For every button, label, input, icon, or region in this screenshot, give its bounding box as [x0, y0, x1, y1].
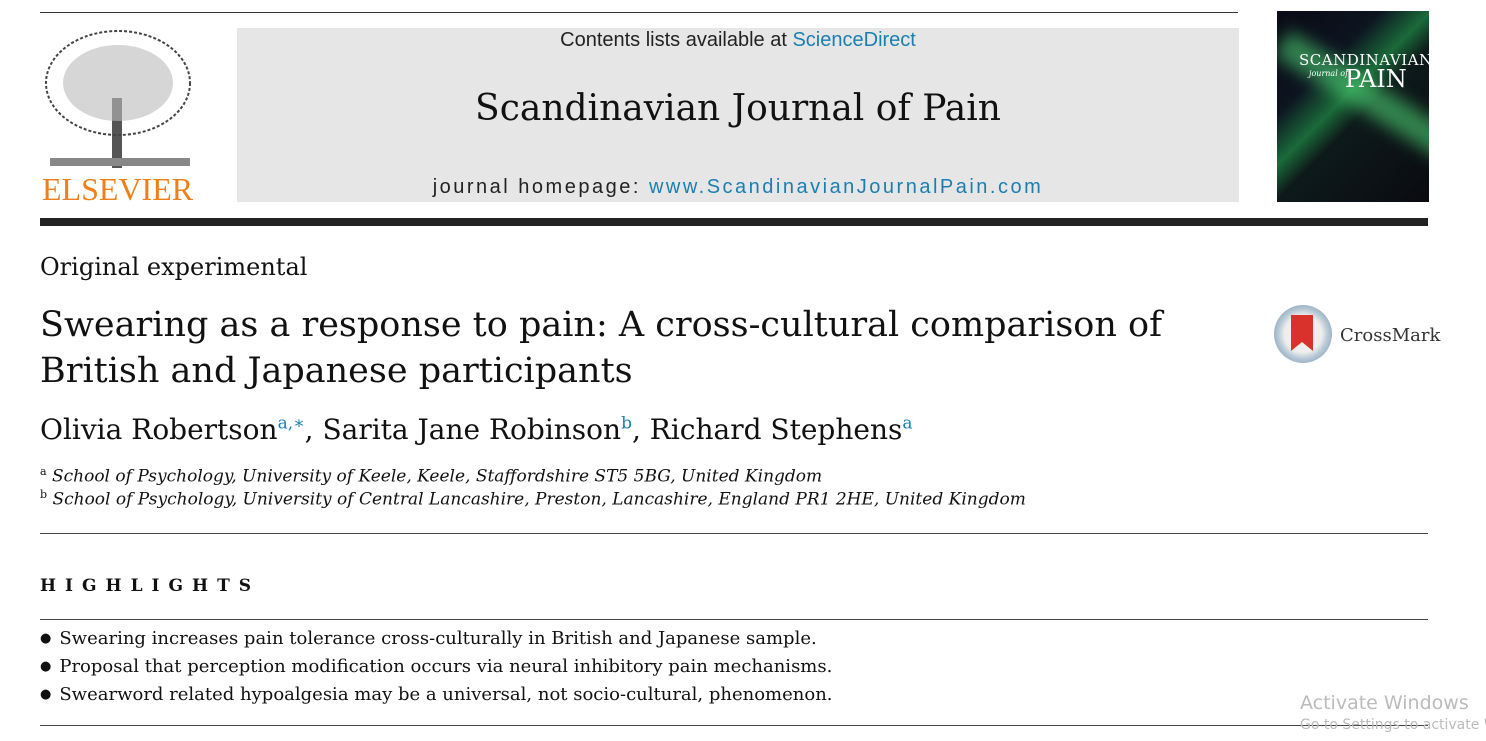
elsevier-wordmark: ELSEVIER [42, 171, 194, 204]
author-list: Olivia Robertsona,∗, Sarita Jane Robinso… [40, 413, 913, 446]
tree-icon: ELSEVIER [42, 30, 194, 207]
affiliation-b: b School of Psychology, University of Ce… [40, 488, 1026, 510]
author[interactable]: Richard Stephensa [649, 413, 913, 446]
cover-subtitle: journal of [1309, 69, 1349, 78]
highlights-heading: HIGHLIGHTS [40, 576, 261, 596]
elsevier-logo[interactable]: ELSEVIER [40, 28, 200, 207]
article-title: Swearing as a response to pain: A cross-… [40, 305, 1163, 391]
list-item: Proposal that perception modification oc… [40, 654, 833, 682]
affiliation-a: a School of Psychology, University of Ke… [40, 465, 823, 487]
contents-line: Contents lists available at ScienceDirec… [237, 29, 1239, 52]
divider [40, 725, 1428, 726]
article-section: Original experimental [40, 253, 308, 281]
crossmark-button[interactable]: CrossMark [1274, 305, 1440, 367]
header-rule [40, 218, 1428, 226]
divider [40, 619, 1428, 620]
list-item: Swearword related hypoalgesia may be a u… [40, 682, 832, 710]
list-item: Swearing increases pain tolerance cross-… [40, 626, 833, 654]
top-rule [40, 12, 1238, 13]
activate-windows-hint: Go to Settings to activate W [1300, 717, 1486, 733]
author[interactable]: Sarita Jane Robinsonb [322, 413, 632, 446]
cover-title: SCANDINAVIAN [1299, 51, 1429, 69]
homepage-line: journal homepage: www.ScandinavianJourna… [237, 176, 1239, 199]
highlights-list: Swearing increases pain tolerance cross-… [40, 626, 833, 710]
homepage-prefix: journal homepage: [432, 176, 649, 198]
homepage-link[interactable]: www.ScandinavianJournalPain.com [648, 176, 1044, 198]
divider [40, 533, 1428, 534]
contents-prefix: Contents lists available at [560, 29, 793, 51]
activate-windows-watermark: Activate Windows [1300, 692, 1469, 714]
journal-banner: Contents lists available at ScienceDirec… [237, 28, 1239, 202]
crossmark-label: CrossMark [1340, 325, 1441, 346]
journal-cover-image[interactable]: SCANDINAVIAN journal of PAIN [1277, 11, 1429, 202]
cover-pain: PAIN [1345, 65, 1407, 93]
author[interactable]: Olivia Robertsona,∗ [40, 413, 305, 446]
crossmark-icon [1274, 305, 1332, 363]
journal-title: Scandinavian Journal of Pain [475, 88, 1001, 129]
sciencedirect-link[interactable]: ScienceDirect [792, 29, 916, 51]
